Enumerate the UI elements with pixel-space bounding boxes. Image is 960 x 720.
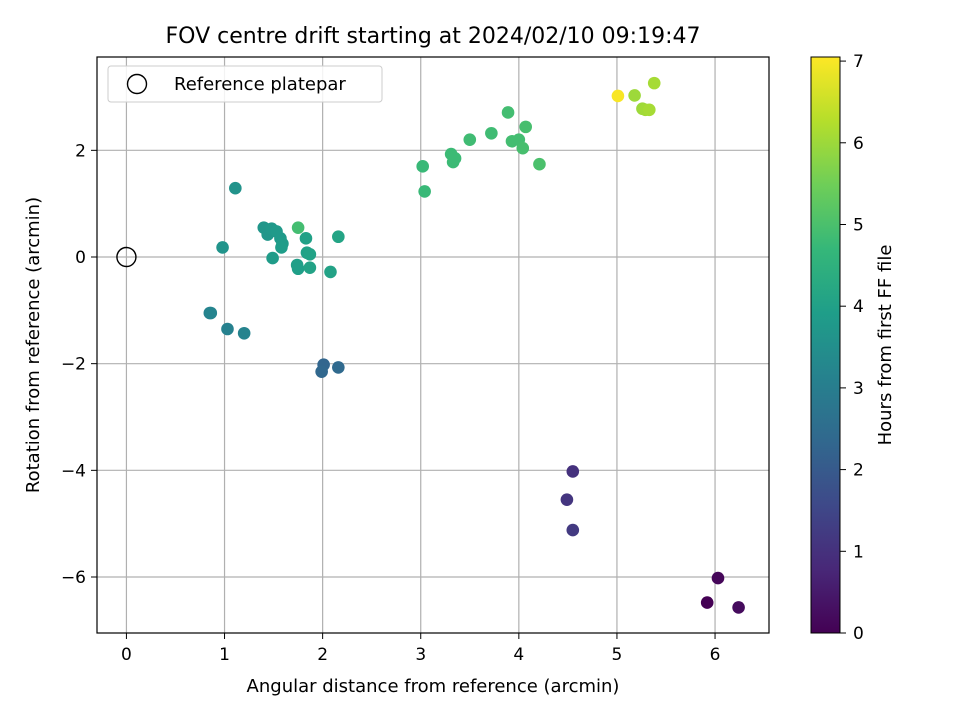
scatter-point <box>291 262 305 276</box>
legend-box <box>107 65 383 103</box>
scatter-point <box>516 141 530 155</box>
scatter-point <box>291 221 305 234</box>
colorbar: 0 1 2 3 4 5 6 7 Hours from first FF file <box>810 52 896 644</box>
scatter-point <box>221 322 234 336</box>
scatter-point <box>275 241 288 254</box>
colorbar-tick-label: 2 <box>853 461 864 481</box>
scatter-point <box>303 261 317 274</box>
y-axis-ticks: −6 −4 −2 0 2 <box>61 141 97 588</box>
scatter-point <box>448 152 462 165</box>
scatter-point <box>611 89 625 103</box>
scatter-point <box>229 181 242 195</box>
scatter-point <box>463 133 477 146</box>
scatter-point <box>299 232 313 245</box>
scatter-point <box>266 251 279 265</box>
scatter-point <box>519 120 533 134</box>
x-tick-label: 4 <box>513 645 524 665</box>
legend-reference-marker <box>126 73 148 95</box>
y-tick-label: 2 <box>75 141 86 161</box>
scatter-point <box>647 76 661 90</box>
reference-platepar-marker <box>116 246 137 268</box>
scatter-point <box>303 248 317 261</box>
scatter-point <box>560 493 574 506</box>
scatter-point <box>332 361 345 374</box>
plot-area-frame <box>96 56 770 634</box>
chart-title: FOV centre drift starting at 2024/02/10 … <box>166 24 701 49</box>
x-tick-label: 0 <box>121 645 132 665</box>
y-axis-label: Rotation from reference (arcmin) <box>23 197 44 493</box>
legend-entry-reference: Reference platepar <box>174 74 346 95</box>
colorbar-tick-label: 0 <box>853 624 864 644</box>
scatter-point <box>700 596 714 609</box>
scatter-point <box>628 89 641 102</box>
x-axis-ticks: 0 1 2 3 4 5 6 <box>121 633 720 665</box>
scatter-point <box>501 106 515 119</box>
y-tick-label: −6 <box>61 568 86 588</box>
y-tick-label: −4 <box>61 461 86 481</box>
reference-marker-group <box>116 246 137 268</box>
scatter-point <box>732 601 745 614</box>
scatter-point <box>711 571 725 585</box>
y-tick-label: −2 <box>61 355 86 375</box>
scatter-point <box>418 185 431 198</box>
colorbar-tick-label: 1 <box>853 542 864 562</box>
scatter-point <box>566 523 580 537</box>
colorbar-gradient <box>810 56 841 634</box>
scatter-point <box>315 365 328 378</box>
data-points <box>203 76 745 614</box>
scatter-point <box>332 230 345 244</box>
scatter-point <box>416 160 429 173</box>
scatter-point <box>324 265 337 279</box>
colorbar-tick-label: 7 <box>853 52 864 72</box>
scatter-point <box>216 241 229 254</box>
x-axis-label: Angular distance from reference (arcmin) <box>247 676 620 697</box>
colorbar-tick-label: 3 <box>853 379 864 399</box>
scatter-point <box>237 326 251 340</box>
grid-lines <box>97 57 769 633</box>
x-tick-label: 6 <box>710 645 721 665</box>
x-tick-label: 2 <box>317 645 328 665</box>
scatter-point <box>485 126 498 140</box>
scatter-point <box>643 103 656 117</box>
x-tick-label: 5 <box>612 645 623 665</box>
colorbar-tick-label: 6 <box>853 134 864 154</box>
colorbar-ticks: 0 1 2 3 4 5 6 7 <box>840 52 864 644</box>
legend: Reference platepar <box>107 65 383 103</box>
x-tick-label: 1 <box>219 645 230 665</box>
scatter-point <box>566 465 580 478</box>
scatter-point <box>533 157 546 171</box>
colorbar-tick-label: 4 <box>853 297 864 317</box>
y-tick-label: 0 <box>75 248 86 268</box>
x-tick-label: 3 <box>415 645 426 665</box>
colorbar-tick-label: 5 <box>853 215 864 235</box>
colorbar-label: Hours from first FF file <box>875 245 896 446</box>
scatter-point <box>204 306 218 320</box>
